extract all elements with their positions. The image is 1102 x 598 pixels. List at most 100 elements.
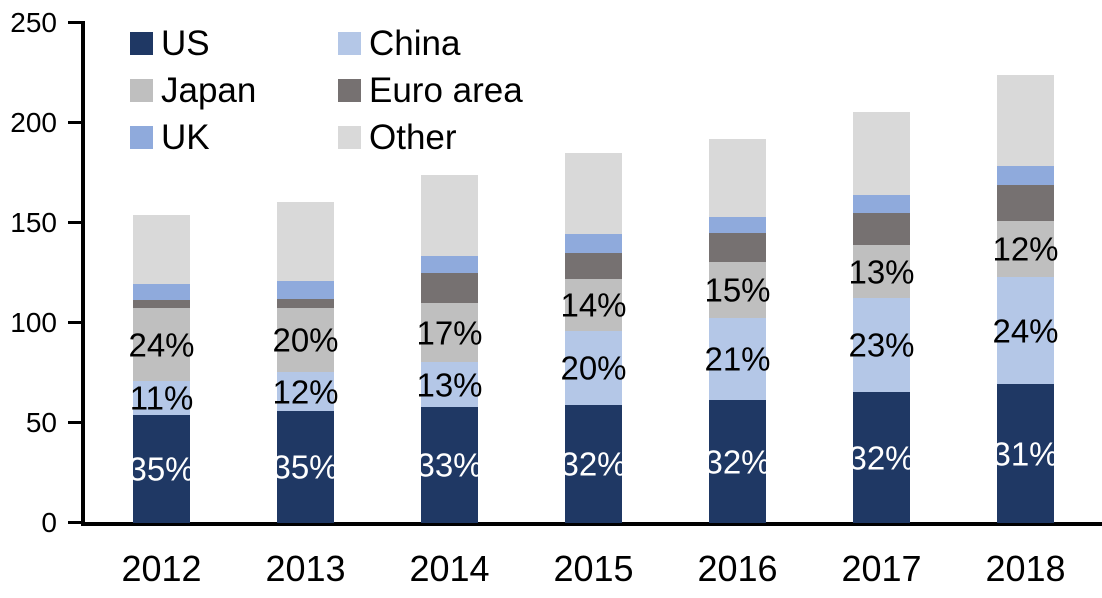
bar-segment-other-2017 (853, 112, 910, 195)
segment-label-us-2017: 32% (848, 439, 915, 476)
y-axis-tick (68, 321, 81, 324)
bar-segment-euro-area-2018 (997, 185, 1054, 221)
x-axis-label-2013: 2013 (265, 548, 346, 589)
legend-item-uk: UK (130, 120, 338, 155)
legend-item-china: China (338, 26, 523, 61)
legend-label-us: US (161, 24, 210, 63)
bar-segment-china-2014 (421, 362, 478, 407)
x-axis-label-2018: 2018 (985, 548, 1066, 589)
segment-label-china-2016: 21% (704, 340, 771, 378)
bar-segment-us-2015 (565, 405, 622, 523)
bar-segment-japan-2013 (277, 308, 334, 372)
bar-segment-euro-area-2012 (133, 300, 190, 308)
segment-label-us-2015: 32% (560, 445, 627, 483)
segment-label-china-2014: 13% (416, 366, 483, 403)
y-axis-label: 200 (10, 107, 57, 138)
bar-segment-other-2016 (709, 139, 766, 217)
segment-label-japan-2018: 12% (992, 230, 1059, 268)
bar-segment-japan-2015 (565, 279, 622, 331)
bar-segment-us-2013 (277, 411, 334, 523)
x-axis-label-2012: 2012 (121, 548, 202, 589)
bar-segment-euro-area-2017 (853, 213, 910, 245)
bar-segment-euro-area-2015 (565, 253, 622, 279)
bar-segment-japan-2012 (133, 308, 190, 381)
bar-segment-china-2012 (133, 381, 190, 415)
segment-label-china-2018: 24% (992, 312, 1059, 349)
bar-segment-uk-2018 (997, 166, 1054, 185)
legend-swatch-other (338, 126, 361, 149)
segment-label-us-2013: 35% (272, 448, 339, 486)
legend-swatch-euro-area (338, 79, 361, 102)
bar-segment-euro-area-2013 (277, 299, 334, 308)
bar-segment-us-2017 (853, 392, 910, 523)
x-axis-line (81, 522, 1102, 526)
bar-segment-uk-2016 (709, 217, 766, 233)
bar-segment-other-2018 (997, 75, 1054, 166)
y-axis-label: 50 (25, 407, 57, 438)
legend-label-other: Other (369, 118, 457, 157)
segment-label-china-2017: 23% (848, 326, 915, 364)
segment-label-us-2016: 32% (704, 443, 771, 480)
bar-segment-china-2013 (277, 372, 334, 411)
bar-segment-japan-2014 (421, 303, 478, 362)
legend-label-japan: Japan (161, 71, 257, 110)
bar-segment-euro-area-2014 (421, 273, 478, 303)
segment-label-japan-2013: 20% (272, 321, 339, 359)
legend-item-euro-area: Euro area (338, 73, 523, 108)
y-axis-label: 100 (10, 307, 57, 338)
bar-segment-other-2014 (421, 175, 478, 256)
segment-label-china-2013: 12% (272, 373, 339, 410)
y-axis-tick (68, 121, 81, 124)
legend-item-japan: Japan (130, 73, 338, 108)
bar-segment-japan-2018 (997, 221, 1054, 277)
y-axis-label: 0 (41, 507, 57, 538)
y-axis-label: 250 (10, 7, 57, 38)
bar-segment-china-2018 (997, 277, 1054, 384)
y-axis-tick (68, 421, 81, 424)
bar-segment-japan-2017 (853, 245, 910, 298)
x-axis-label-2017: 2017 (841, 548, 922, 589)
bar-segment-euro-area-2016 (709, 233, 766, 262)
legend-swatch-us (130, 32, 153, 55)
bar-segment-uk-2013 (277, 281, 334, 299)
y-axis-tick (68, 21, 81, 24)
bar-segment-other-2012 (133, 215, 190, 284)
bar-segment-japan-2016 (709, 262, 766, 318)
x-axis-label-2016: 2016 (697, 548, 778, 589)
y-axis-label: 150 (10, 207, 57, 238)
legend-label-euro-area: Euro area (369, 71, 523, 110)
bar-segment-other-2013 (277, 202, 334, 281)
segment-label-us-2012: 35% (128, 450, 195, 488)
bar-segment-other-2015 (565, 153, 622, 234)
segment-label-us-2018: 31% (992, 435, 1059, 472)
segment-label-japan-2016: 15% (704, 271, 771, 309)
legend-item-us: US (130, 26, 338, 61)
y-axis-tick (68, 521, 81, 524)
legend-swatch-uk (130, 126, 153, 149)
segment-label-japan-2017: 13% (848, 253, 915, 290)
legend-swatch-china (338, 32, 361, 55)
bar-segment-china-2017 (853, 298, 910, 392)
legend-swatch-japan (130, 79, 153, 102)
segment-label-china-2012: 11% (129, 379, 194, 417)
segment-label-china-2015: 20% (560, 349, 627, 387)
y-axis-line (81, 21, 85, 526)
segment-label-us-2014: 33% (416, 446, 483, 484)
chart-legend: US China Japan Euro area UK Other (130, 20, 523, 161)
bar-segment-china-2016 (709, 318, 766, 400)
y-axis-tick (68, 221, 81, 224)
bar-segment-uk-2017 (853, 195, 910, 213)
bar-segment-us-2016 (709, 400, 766, 523)
legend-label-china: China (369, 24, 461, 63)
legend-label-uk: UK (161, 118, 210, 157)
bar-segment-uk-2014 (421, 256, 478, 273)
segment-label-japan-2014: 17% (416, 314, 483, 351)
bar-segment-us-2018 (997, 384, 1054, 523)
legend-item-other: Other (338, 120, 523, 155)
bar-segment-us-2012 (133, 415, 190, 523)
bar-segment-china-2015 (565, 331, 622, 405)
segment-label-japan-2012: 24% (128, 326, 195, 363)
bar-segment-uk-2012 (133, 284, 190, 300)
x-axis-label-2015: 2015 (553, 548, 634, 589)
